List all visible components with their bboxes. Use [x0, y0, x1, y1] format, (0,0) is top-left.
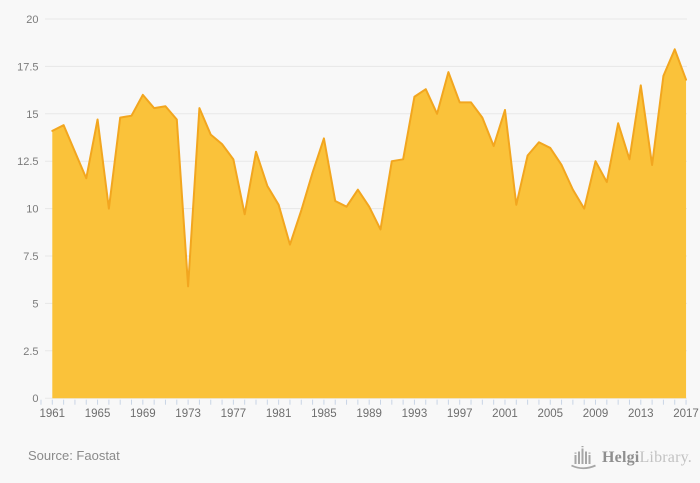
x-axis-label: 2005 [537, 408, 563, 420]
x-axis-label: 2009 [583, 408, 609, 420]
area-series[interactable] [52, 49, 687, 399]
x-axis-label: 1993 [402, 408, 428, 420]
x-axis-label: 1977 [221, 408, 247, 420]
x-axis-label: 1985 [311, 408, 337, 420]
logo-text-helgi: Helgi [602, 448, 640, 466]
source-text: Source: Faostat [28, 448, 120, 463]
x-axis-label: 1973 [175, 408, 201, 420]
y-axis-label: 15 [26, 109, 38, 121]
y-axis-label: 0 [32, 393, 38, 405]
x-axis-label: 1961 [40, 408, 66, 420]
y-axis-label: 17.5 [17, 61, 38, 73]
helgi-library-logo[interactable]: Helgi Library. [570, 444, 692, 471]
helgi-logo-icon [571, 446, 596, 470]
logo-text-library: Library. [639, 448, 692, 466]
y-axis-label: 12.5 [17, 156, 38, 168]
series-line [51, 48, 688, 288]
x-axis-label: 2013 [628, 408, 654, 420]
x-axis-label: 1989 [356, 408, 382, 420]
y-axis-label: 20 [26, 14, 38, 26]
y-axis-label: 10 [26, 204, 38, 216]
x-axis-label: 2001 [492, 408, 518, 420]
y-axis-label: 2.5 [23, 346, 38, 358]
x-axis-label: 2017 [673, 408, 699, 420]
x-axis-label: 1997 [447, 408, 473, 420]
x-axis-label: 1965 [85, 408, 111, 420]
y-axis-label: 7.5 [23, 251, 38, 263]
area-chart: 0 2.5 5 7.5 10 12.5 15 17.5 20 1961 1965 1969 1973 19… [17, 14, 699, 420]
x-axis-label: 1969 [130, 408, 156, 420]
x-axis-label: 1981 [266, 408, 292, 420]
y-axis-label: 5 [32, 298, 38, 310]
